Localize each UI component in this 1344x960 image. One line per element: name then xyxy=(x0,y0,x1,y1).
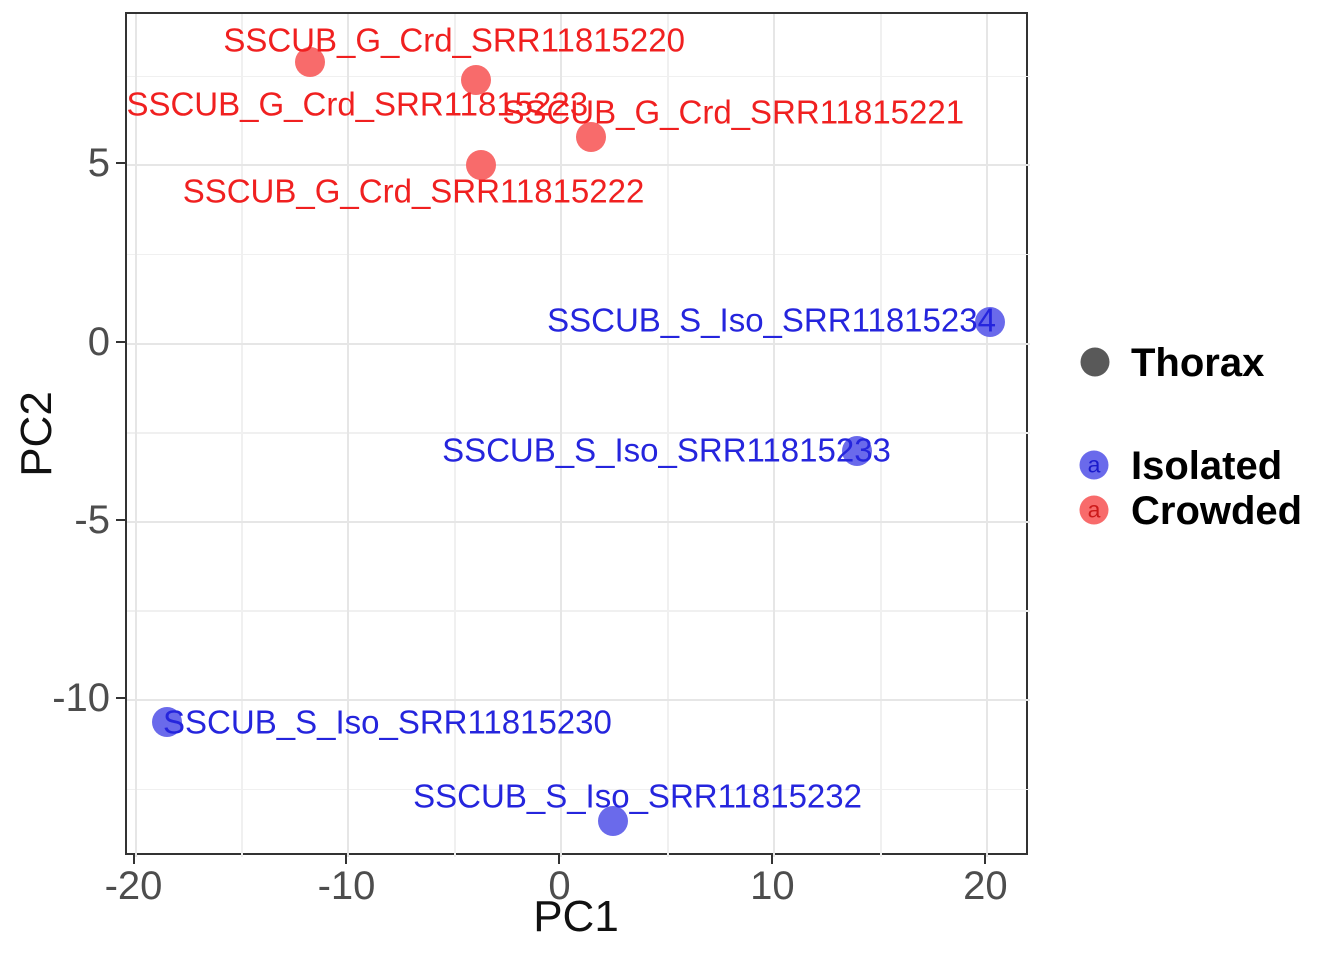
point-label: SSCUB_G_Crd_SRR11815222 xyxy=(182,172,645,210)
data-point-crowded xyxy=(576,121,607,152)
legend-isolated-key-icon: a xyxy=(1079,450,1109,480)
point-label: SSCUB_G_Crd_SRR11815223 xyxy=(126,85,589,123)
x-tick-mark xyxy=(345,855,348,864)
y-tick-label: 0 xyxy=(87,319,110,364)
gridline-major-y xyxy=(127,164,1030,167)
gridline-major-y xyxy=(127,342,1030,345)
gridline-major-x xyxy=(986,14,989,857)
gridline-minor-x xyxy=(880,14,882,857)
x-tick-mark xyxy=(771,855,774,864)
plot-panel: SSCUB_G_Crd_SRR11815220 SSCUB_G_Crd_SRR11… xyxy=(125,12,1030,857)
legend-thorax-key-icon xyxy=(1080,347,1110,377)
x-tick-mark xyxy=(132,855,135,864)
data-point-isolated xyxy=(974,307,1005,338)
data-point-isolated xyxy=(152,706,183,737)
data-point-crowded xyxy=(461,64,492,95)
gridline-major-x xyxy=(134,14,137,857)
gridline-major-x xyxy=(347,14,350,857)
x-tick-label: -10 xyxy=(317,864,376,908)
gridline-minor-x xyxy=(241,14,243,857)
point-label: SSCUB_S_Iso_SRR11815233 xyxy=(442,431,891,469)
x-axis-title: PC1 xyxy=(533,892,619,941)
gridline-major-x xyxy=(773,14,776,857)
data-point-isolated xyxy=(597,806,628,837)
gridline-major-x xyxy=(560,14,563,857)
legend-isolated-key-glyph: a xyxy=(1087,451,1101,478)
legend-crowded-key-glyph: a xyxy=(1087,496,1101,523)
x-tick-mark xyxy=(558,855,561,864)
point-label: SSCUB_S_Iso_SRR11815232 xyxy=(413,777,862,815)
gridline-minor-y xyxy=(127,432,1030,434)
legend-label-thorax: Thorax xyxy=(1131,341,1265,385)
data-point-crowded xyxy=(465,150,496,181)
y-tick-label: 5 xyxy=(87,141,110,186)
x-tick-label: 10 xyxy=(750,864,795,908)
y-tick-mark xyxy=(116,340,125,343)
data-point-crowded xyxy=(295,47,326,78)
legend-label-isolated: Isolated xyxy=(1131,444,1283,488)
gridline-minor-y xyxy=(127,253,1030,256)
y-tick-mark xyxy=(116,697,125,700)
legend-label-crowded: Crowded xyxy=(1131,489,1303,533)
gridline-minor-x xyxy=(454,14,456,857)
gridline-minor-x xyxy=(667,14,669,857)
point-label: SSCUB_S_Iso_SRR11815230 xyxy=(163,703,612,741)
x-tick-label: 20 xyxy=(963,864,1008,908)
y-tick-label: -10 xyxy=(52,676,110,721)
point-label: SSCUB_S_Iso_SRR11815234 xyxy=(547,301,996,339)
x-tick-label: -20 xyxy=(104,864,163,908)
y-tick-label: -5 xyxy=(74,497,110,542)
point-label: SSCUB_G_Crd_SRR11815220 xyxy=(223,21,685,59)
gridline-minor-y xyxy=(127,75,1030,78)
x-tick-mark xyxy=(984,855,987,864)
gridline-minor-y xyxy=(127,610,1030,612)
point-label: SSCUB_G_Crd_SRR11815221 xyxy=(502,93,965,131)
y-tick-mark xyxy=(116,518,125,521)
x-tick-label: 0 xyxy=(548,864,571,908)
y-tick-mark xyxy=(116,162,125,165)
data-point-isolated xyxy=(842,435,873,466)
gridline-major-y xyxy=(127,699,1030,702)
y-axis-title: PC2 xyxy=(12,391,61,477)
gridline-major-y xyxy=(127,520,1030,523)
legend-crowded-key-icon: a xyxy=(1079,495,1109,525)
gridline-minor-y xyxy=(127,788,1030,791)
